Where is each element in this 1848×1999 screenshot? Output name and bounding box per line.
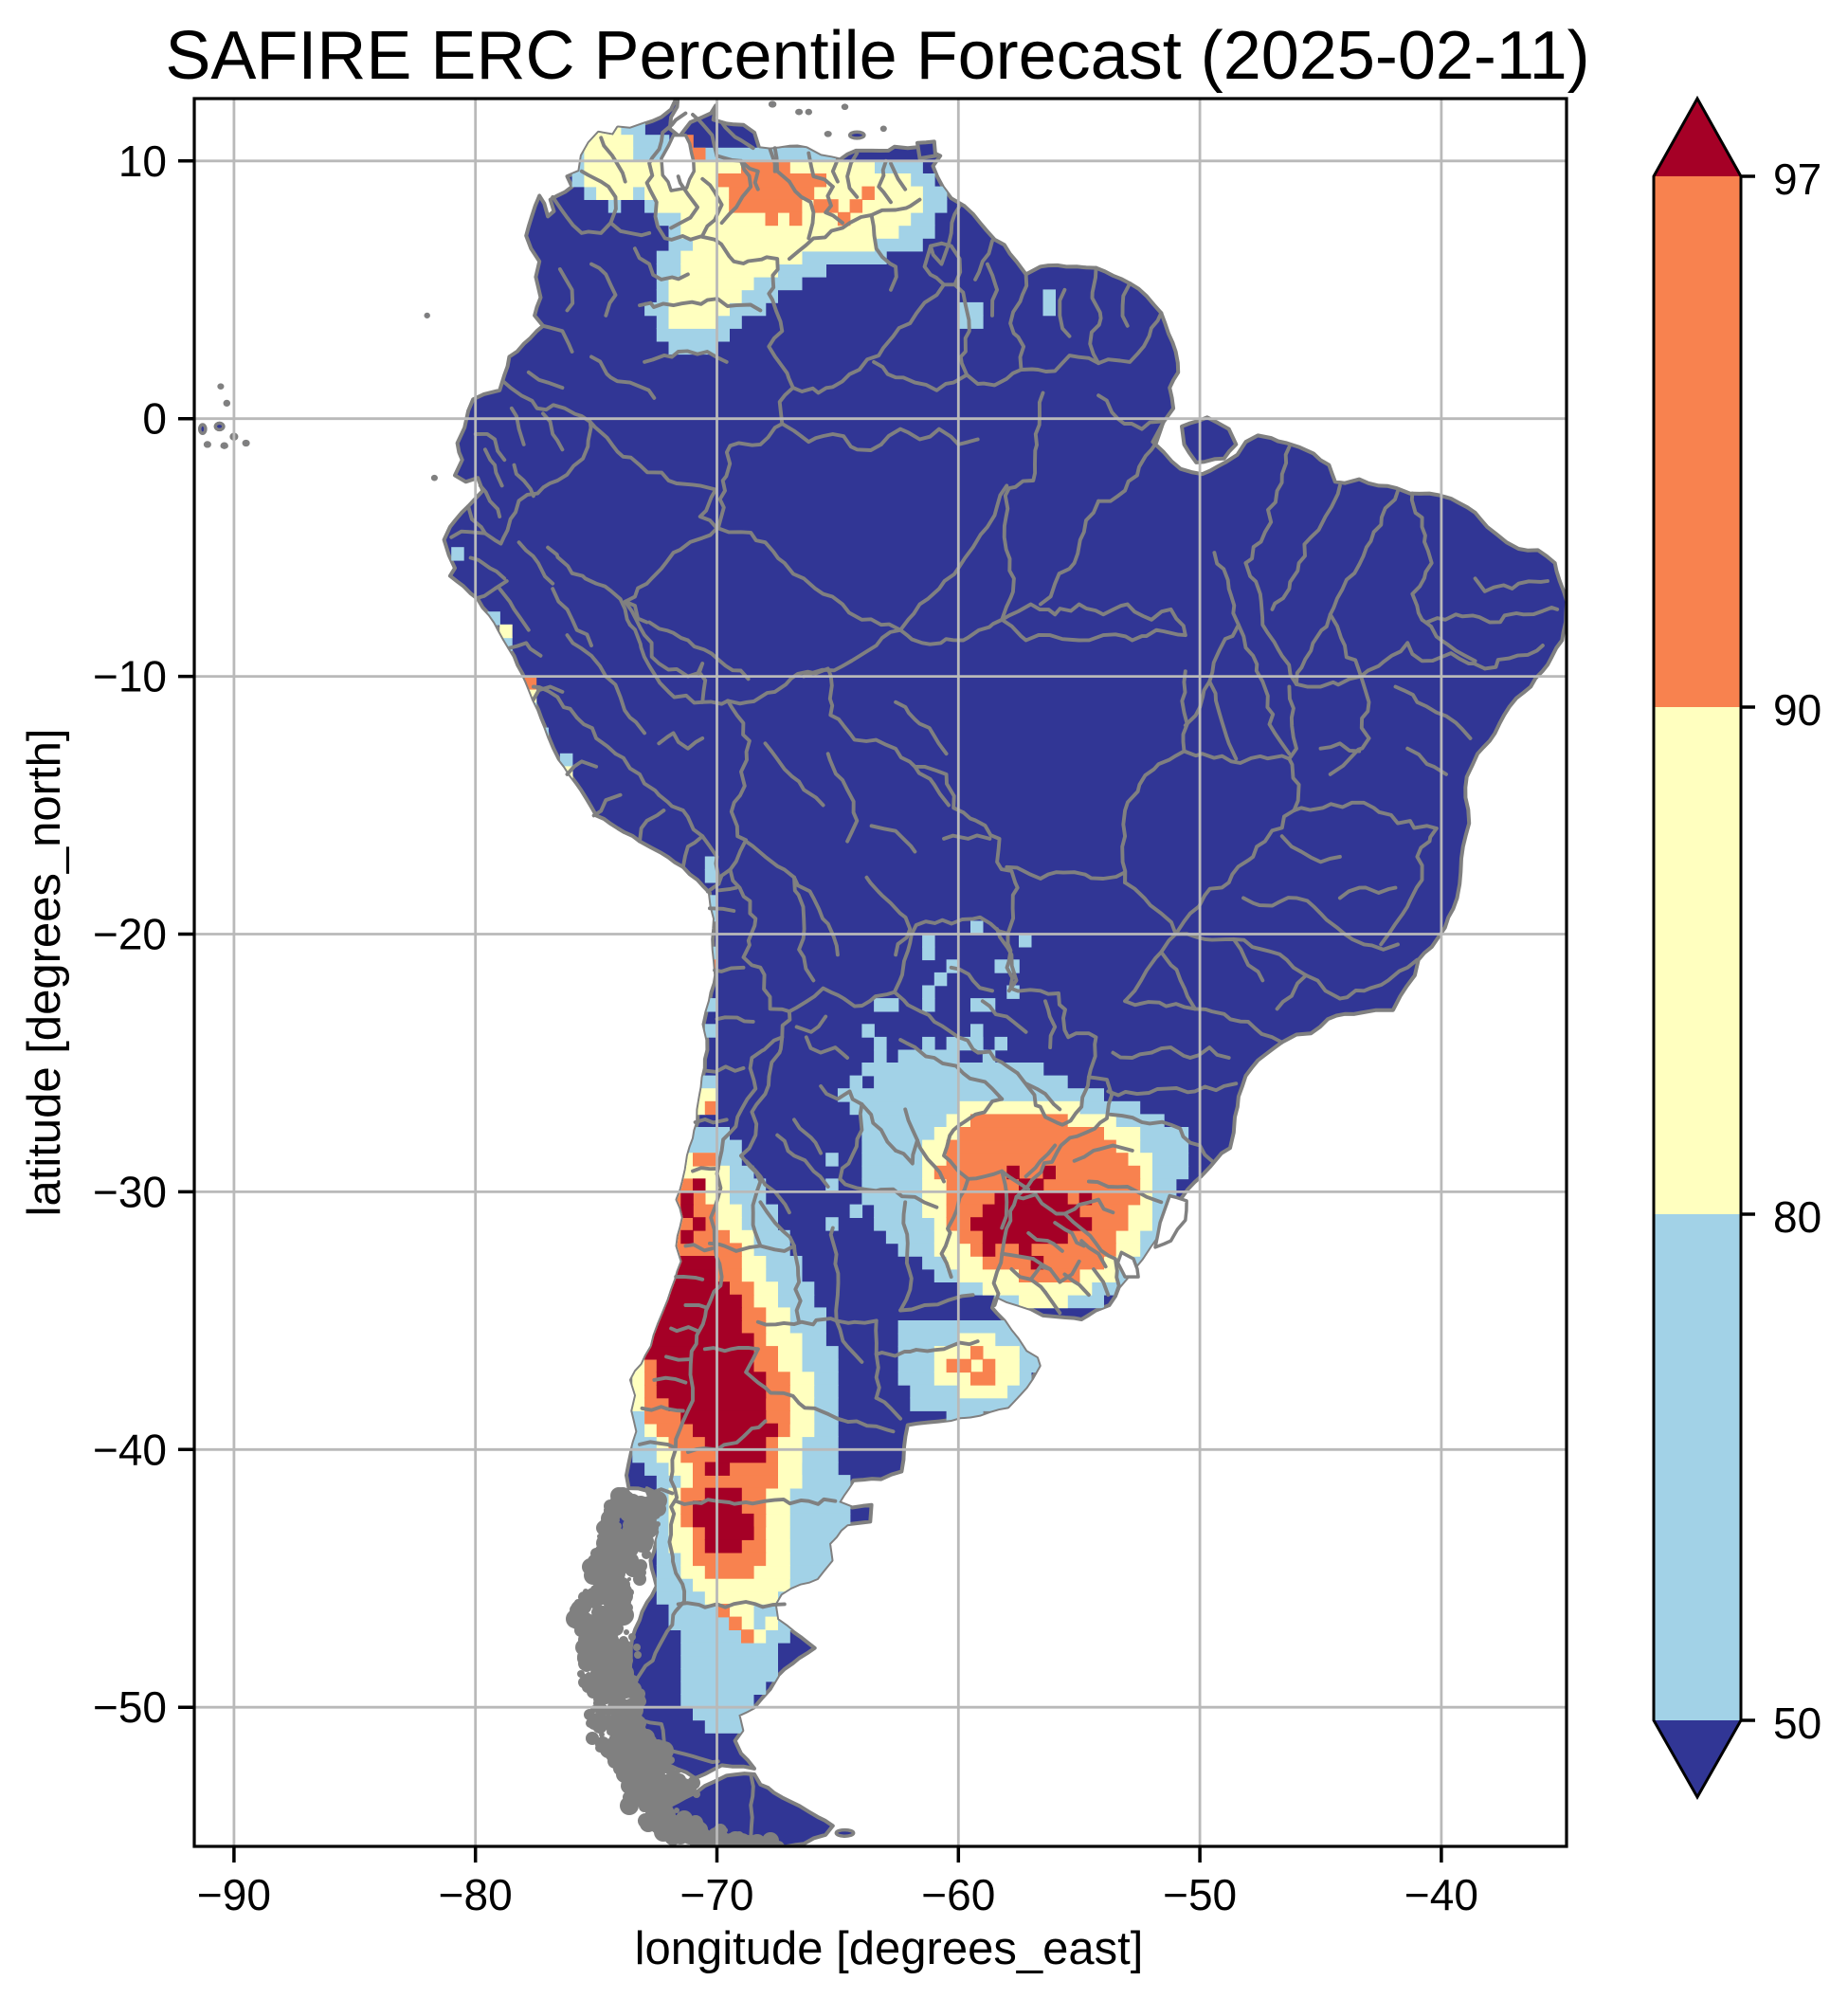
svg-text:−80: −80 (439, 1870, 513, 1919)
svg-text:−50: −50 (93, 1682, 167, 1732)
svg-text:−20: −20 (93, 910, 167, 959)
svg-text:−90: −90 (197, 1870, 271, 1919)
svg-text:80: 80 (1773, 1192, 1821, 1242)
svg-text:90: 90 (1773, 685, 1821, 735)
svg-text:SAFIRE ERC Percentile Forecast: SAFIRE ERC Percentile Forecast (2025-02-… (165, 18, 1589, 94)
svg-text:97: 97 (1773, 154, 1821, 204)
svg-text:longitude [degrees_east]: longitude [degrees_east] (635, 1923, 1144, 1974)
svg-text:−70: −70 (679, 1870, 753, 1919)
svg-text:−40: −40 (93, 1425, 167, 1474)
svg-text:−50: −50 (1163, 1870, 1237, 1919)
svg-text:−30: −30 (93, 1167, 167, 1216)
svg-text:0: 0 (142, 394, 167, 444)
svg-text:−10: −10 (93, 652, 167, 701)
svg-text:latitude [degrees_north]: latitude [degrees_north] (19, 729, 70, 1217)
svg-text:50: 50 (1773, 1699, 1821, 1748)
svg-text:10: 10 (118, 136, 167, 186)
svg-text:−40: −40 (1404, 1870, 1478, 1919)
svg-text:−60: −60 (921, 1870, 995, 1919)
